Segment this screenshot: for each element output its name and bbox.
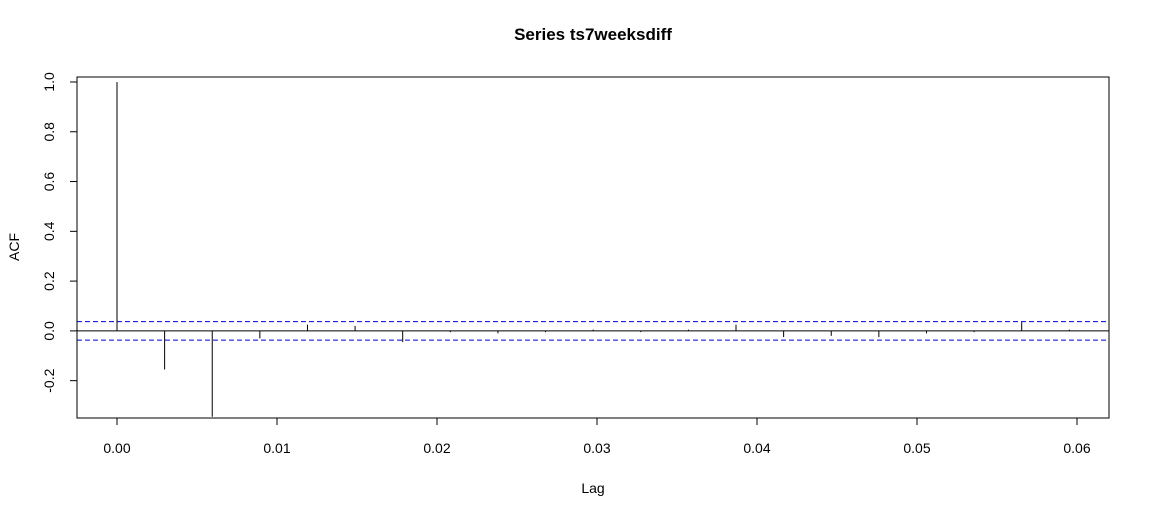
x-tick-label: 0.02 — [423, 440, 450, 456]
y-tick-label: -0.2 — [41, 368, 57, 392]
y-tick-label: 0.2 — [41, 271, 57, 291]
x-tick-label: 0.01 — [263, 440, 290, 456]
x-tick-label: 0.00 — [103, 440, 130, 456]
x-tick-label: 0.04 — [743, 440, 770, 456]
x-tick-label: 0.05 — [903, 440, 930, 456]
x-axis: 0.00 0.01 0.02 0.03 0.04 0.05 0.06 — [103, 417, 1091, 456]
chart-title: Series ts7weeksdiff — [514, 25, 672, 44]
y-tick-label: 0.0 — [41, 321, 57, 341]
y-axis: -0.2 0.0 0.2 0.4 0.6 0.8 1.0 — [41, 72, 78, 393]
y-axis-label: ACF — [6, 233, 22, 261]
x-tick-label: 0.06 — [1063, 440, 1090, 456]
y-tick-label: 0.8 — [41, 122, 57, 142]
confidence-bounds — [77, 321, 1109, 341]
y-tick-label: 0.6 — [41, 172, 57, 192]
y-tick-label: 0.4 — [41, 221, 57, 241]
y-tick-label: 1.0 — [41, 72, 57, 92]
x-tick-label: 0.03 — [583, 440, 610, 456]
acf-bars — [116, 81, 1070, 417]
plot-frame — [76, 76, 1110, 419]
x-axis-label: Lag — [581, 480, 604, 496]
